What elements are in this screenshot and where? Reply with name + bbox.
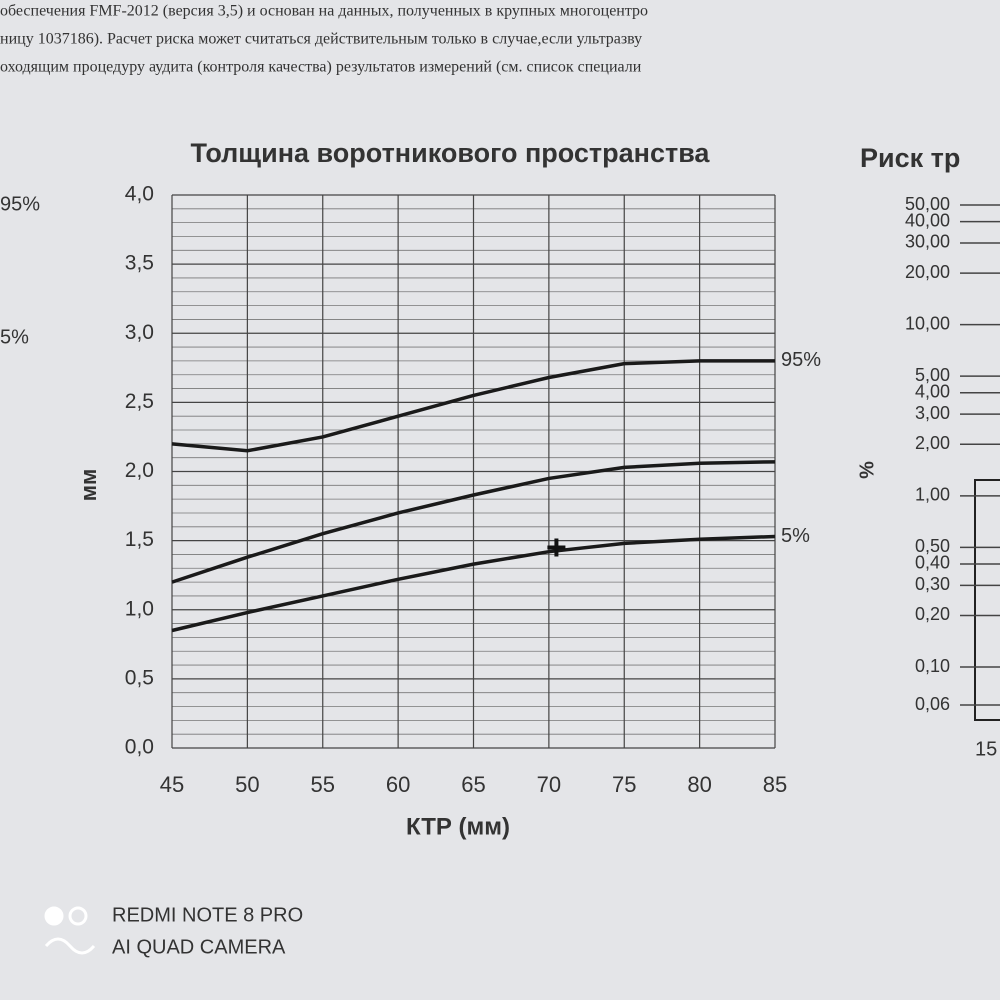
right-y-tick-label: 3,00 <box>915 403 950 423</box>
watermark: AI QUAD CAMERA <box>112 936 286 958</box>
x-tick-label: 80 <box>687 772 711 797</box>
right-plot-frame <box>974 479 1000 721</box>
right-y-tick-label: 50,00 <box>905 194 950 214</box>
right-y-label: % <box>856 461 878 479</box>
line <box>171 534 776 633</box>
right-x-tick: 15 <box>975 738 997 760</box>
right-y-tick-label: 5,00 <box>915 365 950 385</box>
right-y-tick-label: 0,30 <box>915 574 950 594</box>
right-y-tick-label: 10,00 <box>905 313 950 333</box>
x-tick-label: 50 <box>235 772 259 797</box>
y-tick-label: 1,5 <box>125 528 154 551</box>
x-axis-label: КТР (мм) <box>406 813 510 840</box>
series-label: 5% <box>781 525 810 547</box>
x-tick-label: 60 <box>386 772 410 797</box>
header-line: обеспечения FMF-2012 (версия 3,5) и осно… <box>0 3 648 20</box>
y-tick-label: 3,5 <box>125 252 154 275</box>
right-y-tick-label: 30,00 <box>905 232 950 252</box>
y-tick-label: 2,0 <box>125 459 154 482</box>
right-y-tick-label: 2,00 <box>915 433 950 453</box>
series-label: 95% <box>781 349 821 371</box>
x-tick-label: 85 <box>763 772 787 797</box>
right-y-tick-label: 0,50 <box>915 536 950 556</box>
right-chart-title: Риск тр <box>860 143 960 173</box>
watermark-logo <box>44 906 96 955</box>
watermark: REDMI NOTE 8 PRO <box>112 904 303 926</box>
chart-title: Толщина воротникового пространства <box>191 138 711 168</box>
right-y-tick-label: 4,00 <box>915 382 950 402</box>
y-tick-label: 0,5 <box>125 666 154 689</box>
right-y-tick-label: 40,00 <box>905 210 950 230</box>
y-axis-label: мм <box>76 469 101 502</box>
right-y-tick-label: 20,00 <box>905 262 950 282</box>
x-tick-label: 65 <box>461 772 485 797</box>
x-tick-label: 55 <box>311 772 335 797</box>
right-y-tick-label: 0,40 <box>915 553 950 573</box>
x-tick-label: 70 <box>537 772 561 797</box>
header-line: ницу 1037186). Расчет риска может считат… <box>0 31 642 48</box>
right-y-tick-label: 0,10 <box>915 656 950 676</box>
y-tick-label: 1,0 <box>125 597 154 620</box>
x-tick-label: 75 <box>612 772 636 797</box>
header-line: оходящим процедуру аудита (контроля каче… <box>0 59 642 76</box>
y-tick-label: 4,0 <box>125 183 154 206</box>
point-marker <box>547 538 566 557</box>
left-fragment: 5% <box>0 326 29 348</box>
right-y-tick-label: 1,00 <box>915 485 950 505</box>
x-tick-label: 45 <box>160 772 184 797</box>
y-tick-label: 3,0 <box>125 321 154 344</box>
line <box>171 460 776 584</box>
left-fragment: 95% <box>0 193 40 215</box>
line <box>171 359 775 453</box>
right-y-tick-label: 0,06 <box>915 694 950 714</box>
y-tick-label: 2,5 <box>125 390 154 413</box>
y-tick-label: 0,0 <box>125 736 154 759</box>
right-y-tick-label: 0,20 <box>915 604 950 624</box>
